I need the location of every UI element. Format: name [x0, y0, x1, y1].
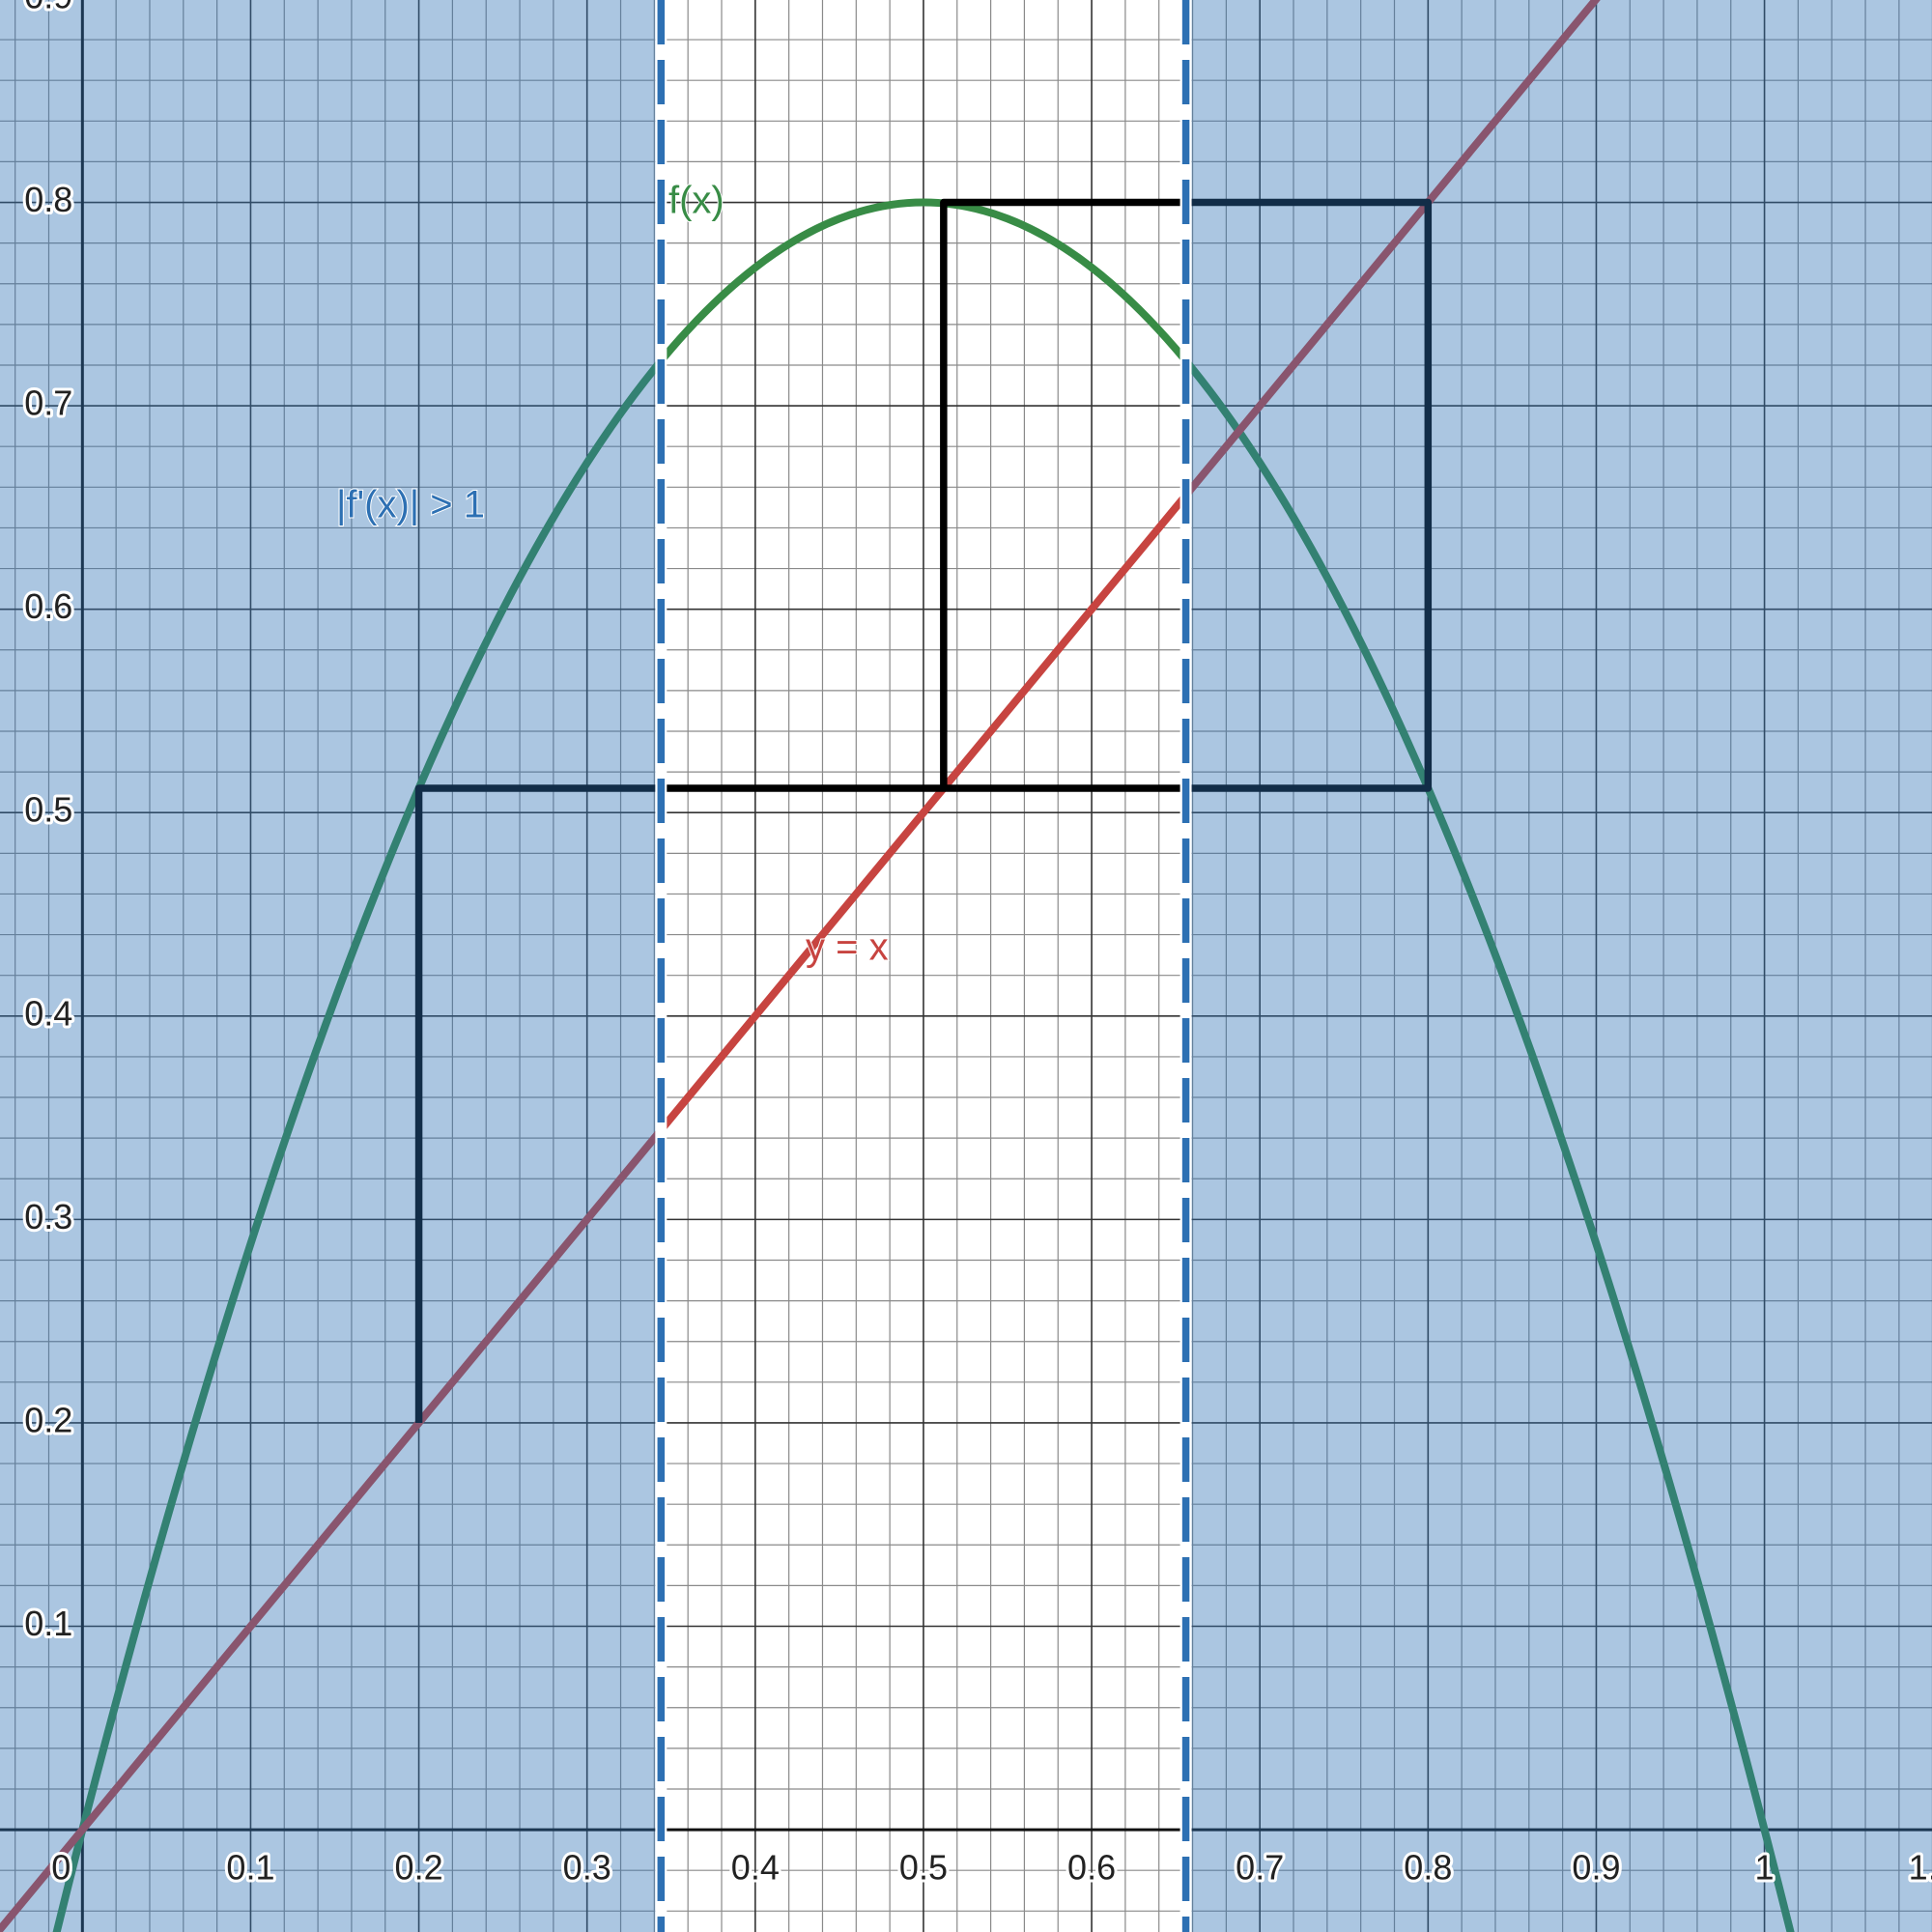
x-tick-label: 1	[1755, 1848, 1775, 1888]
y-tick-label: 0.1	[24, 1604, 72, 1643]
x-tick-label: 0.6	[1067, 1848, 1116, 1888]
x-tick-label: 0.8	[1404, 1848, 1452, 1888]
x-tick-label: 0.7	[1236, 1848, 1284, 1888]
shaded-region	[0, 0, 662, 1932]
curve-label: f(x)	[668, 180, 724, 222]
y-tick-label: 0.6	[24, 586, 72, 626]
y-tick-label: 0.3	[24, 1197, 72, 1236]
cobweb	[414, 198, 1433, 1423]
region-label: |f'(x)| > 1	[336, 484, 485, 526]
y-tick-label: 0.9	[24, 0, 72, 15]
y-tick-label: 0.2	[24, 1400, 72, 1439]
x-tick-label: 1.1	[1909, 1848, 1932, 1888]
x-tick-label: 0.5	[899, 1848, 948, 1888]
curve	[52, 198, 1795, 1932]
y-tick-label: 0.5	[24, 790, 72, 830]
x-tick-label: 0.2	[395, 1848, 443, 1888]
shaded-region	[1185, 0, 1932, 1932]
x-tick-label: 0	[51, 1848, 71, 1888]
curve-label: y = x	[806, 926, 889, 969]
y-tick-label: 0.7	[24, 384, 72, 423]
x-tick-label: 0.9	[1572, 1848, 1620, 1888]
x-tick-label: 0.4	[731, 1848, 780, 1888]
y-tick-label: 0.8	[24, 180, 72, 219]
y-tick-label: 0.4	[24, 993, 72, 1033]
x-tick-label: 0.3	[563, 1848, 611, 1888]
x-tick-label: 0.1	[226, 1848, 274, 1888]
